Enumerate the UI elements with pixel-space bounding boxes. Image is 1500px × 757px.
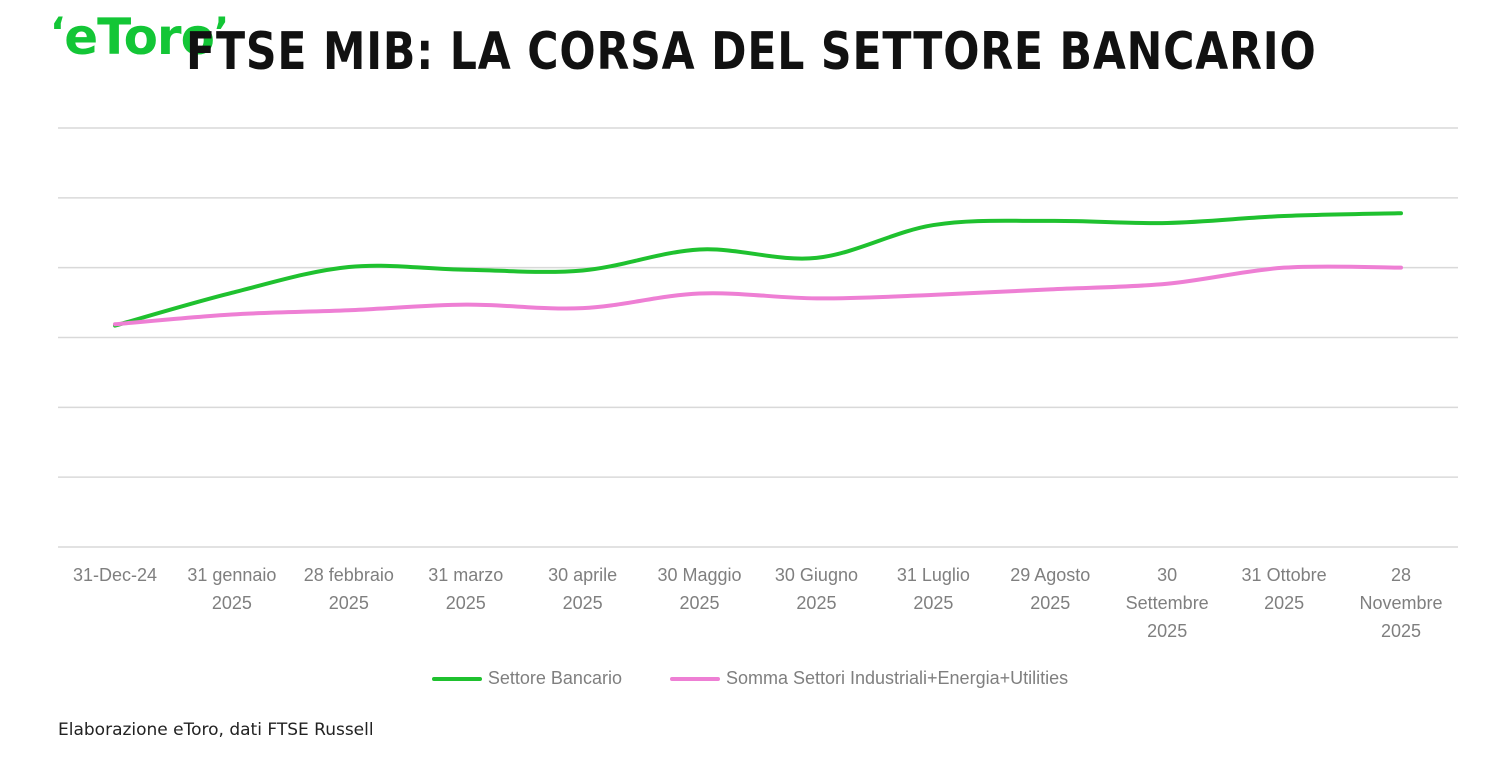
gridlines [58, 127, 1458, 548]
series-line-settore-bancario [113, 211, 1403, 328]
x-tick-label: 31 Luglio 2025 [897, 565, 970, 613]
x-tick-label: 28 febbraio 2025 [304, 565, 394, 613]
etoro-logo: ‘eToro’ [50, 8, 229, 66]
legend-item-somma-settori: Somma Settori Industriali+Energia+Utilit… [669, 668, 1069, 689]
x-axis-tick-labels: 31-Dec-24 31 gennaio 2025 28 febbraio 2025 31… [73, 565, 1443, 641]
x-tick-label: 28 Novembre 2025 [1359, 565, 1442, 641]
x-tick-label: 30 aprile 2025 [548, 565, 617, 613]
x-tick-label: 30 Giugno 2025 [775, 565, 858, 613]
chart-title: FTSE MIB: LA CORSA DEL SETTORE BANCARIO [185, 22, 1317, 82]
legend-swatch-pink [669, 676, 720, 681]
x-tick-label: 31-Dec-24 [73, 565, 157, 585]
x-tick-label: 31 marzo 2025 [428, 565, 503, 613]
legend-item-settore-bancario: Settore Bancario [431, 668, 622, 689]
x-tick-label: 29 Agosto 2025 [1010, 565, 1090, 613]
series-lines [113, 211, 1403, 328]
legend-label: Settore Bancario [487, 668, 622, 688]
x-tick-label: 30 Maggio 2025 [658, 565, 742, 613]
logo-text: eToro [64, 8, 215, 66]
source-note: Elaborazione eToro, dati FTSE Russell [58, 720, 374, 740]
logo-tick-left: ‘ [50, 10, 65, 56]
series-line-somma-settori [113, 264, 1403, 327]
legend: Settore Bancario Somma Settori Industria… [0, 668, 1500, 689]
x-tick-label: 31 Ottobre 2025 [1242, 565, 1327, 613]
x-tick-label: 30 Settembre 2025 [1126, 565, 1209, 641]
legend-swatch-green [431, 676, 482, 681]
x-tick-label: 31 gennaio 2025 [187, 565, 276, 613]
logo-tick-right: ’ [213, 10, 229, 56]
legend-label: Somma Settori Industriali+Energia+Utilit… [725, 668, 1069, 688]
